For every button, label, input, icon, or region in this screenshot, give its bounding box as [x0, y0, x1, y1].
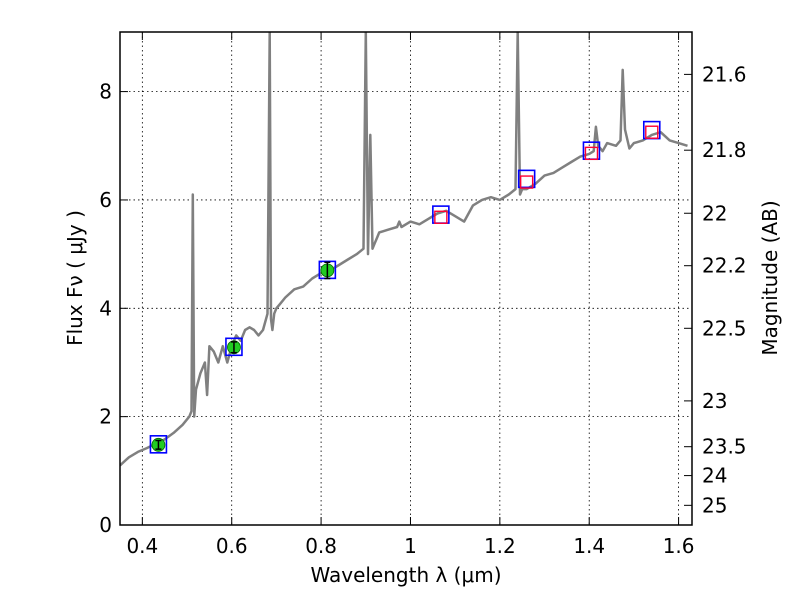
mag-tick-label: 24 — [702, 464, 727, 488]
y-tick-label: 2 — [99, 405, 112, 429]
red-square-marker — [434, 210, 448, 224]
mag-tick-label: 23 — [702, 389, 727, 413]
red-square-marker — [645, 125, 659, 139]
y-tick-label: 0 — [99, 513, 112, 537]
mag-tick-label: 22 — [702, 201, 727, 225]
red-square-marker — [584, 146, 599, 161]
mag-tick-label: 22.5 — [702, 316, 747, 340]
grid — [120, 32, 692, 526]
x-tick-label: 0.6 — [216, 534, 248, 558]
y-tick-label: 8 — [99, 80, 112, 104]
spectrum-line — [120, 32, 688, 467]
x-tick-label: 1.4 — [573, 534, 605, 558]
x-tick-label: 1.6 — [663, 534, 695, 558]
mag-tick-label: 22.2 — [702, 254, 747, 278]
blue-square-marker — [149, 435, 168, 454]
blue-square-marker — [225, 337, 243, 357]
x-tick-label: 0.8 — [305, 534, 337, 558]
x-tick-label: 0.4 — [126, 534, 158, 558]
y-tick-label: 4 — [99, 296, 112, 320]
x-tick-label: 1 — [404, 534, 417, 558]
blue-square-marker — [517, 169, 536, 189]
x-tick-label: 1.2 — [484, 534, 516, 558]
mag-tick-label: 21.8 — [702, 138, 747, 162]
y-tick-label: 6 — [99, 188, 112, 212]
plot-frame — [119, 31, 693, 526]
red-square-marker — [519, 175, 534, 189]
mag-tick-label: 23.5 — [702, 435, 747, 459]
mag-tick-label: 21.6 — [702, 62, 747, 86]
ticks: 0.4 0.6 0.8 1 1.2 1.4 1.60246821.621.82222.222… — [99, 32, 747, 558]
plot-area — [120, 32, 688, 467]
y2-axis-label: Magnitude (AB) — [758, 200, 782, 355]
y-axis-label: Flux Fν ( μJy ) — [63, 210, 87, 346]
x-axis-label: Wavelength λ (μm) — [310, 563, 501, 587]
mag-tick-label: 25 — [702, 493, 727, 517]
